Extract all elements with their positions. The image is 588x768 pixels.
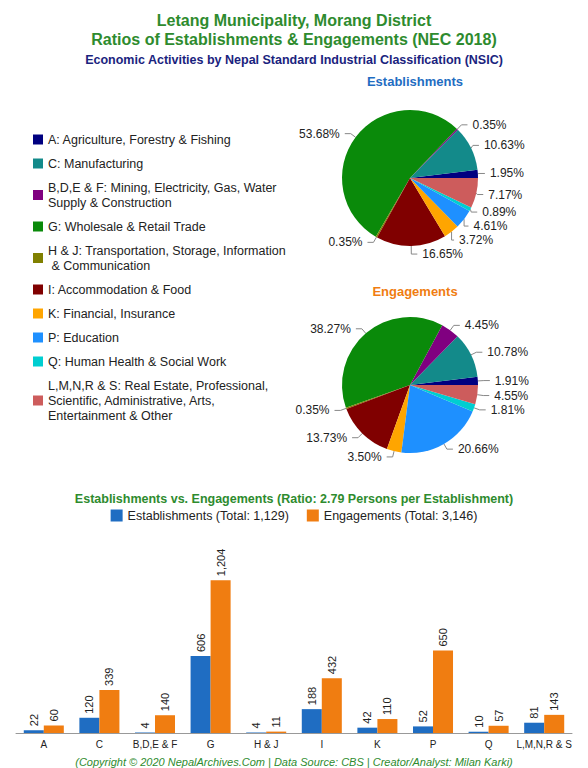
svg-text:P: P <box>430 739 437 750</box>
svg-text:16.65%: 16.65% <box>422 247 463 261</box>
svg-text:H & J: Transportation, Storage: H & J: Transportation, Storage, Informat… <box>48 244 286 258</box>
svg-text:G: Wholesale & Retail Trade: G: Wholesale & Retail Trade <box>48 220 206 234</box>
svg-text:7.17%: 7.17% <box>488 188 522 202</box>
svg-text:0.35%: 0.35% <box>328 235 362 249</box>
svg-text:53.68%: 53.68% <box>299 127 340 141</box>
svg-text:Scientific, Administrative, Ar: Scientific, Administrative, Arts, <box>48 394 218 408</box>
svg-text:650: 650 <box>437 628 449 646</box>
svg-text:81: 81 <box>528 706 540 718</box>
svg-text:432: 432 <box>326 656 338 674</box>
svg-text:A: Agriculture, Forestry & Fis: A: Agriculture, Forestry & Fishing <box>48 133 231 147</box>
svg-text:4.61%: 4.61% <box>473 219 507 233</box>
svg-text:57: 57 <box>493 710 505 722</box>
svg-text:1.91%: 1.91% <box>495 374 529 388</box>
svg-text:13.73%: 13.73% <box>306 431 347 445</box>
svg-text:0.35%: 0.35% <box>472 118 506 132</box>
svg-text:Q: Q <box>485 739 493 750</box>
svg-text:Letang Municipality, Morang Di: Letang Municipality, Morang District <box>157 12 432 29</box>
svg-text:G: G <box>207 739 215 750</box>
svg-text:Ratios of Establishments & Eng: Ratios of Establishments & Engagements (… <box>91 31 496 48</box>
svg-text:Economic Activities by Nepal S: Economic Activities by Nepal Standard In… <box>85 53 503 67</box>
svg-text:L,M,N,R & S: L,M,N,R & S <box>516 739 572 750</box>
svg-text:B,D,E & F: B,D,E & F <box>133 739 177 750</box>
svg-text:A: A <box>40 739 47 750</box>
svg-text:339: 339 <box>103 668 115 686</box>
svg-text:10.63%: 10.63% <box>484 138 525 152</box>
svg-text:52: 52 <box>417 710 429 722</box>
svg-text:Establishments vs. Engagements: Establishments vs. Engagements (Ratio: 2… <box>75 492 513 506</box>
svg-text:Establishments (Total: 1,129): Establishments (Total: 1,129) <box>128 509 289 523</box>
svg-text:3.72%: 3.72% <box>459 233 493 247</box>
svg-text:I: Accommodation & Food: I: Accommodation & Food <box>48 283 191 297</box>
svg-text:K: Financial, Insurance: K: Financial, Insurance <box>48 307 175 321</box>
svg-text:22: 22 <box>28 714 40 726</box>
svg-text:(Copyright © 2020 NepalArchive: (Copyright © 2020 NepalArchives.Com | Da… <box>75 756 513 768</box>
svg-text:& Communication: & Communication <box>48 259 150 273</box>
svg-text:1.81%: 1.81% <box>491 403 525 417</box>
svg-text:11: 11 <box>270 716 282 727</box>
svg-text:4: 4 <box>139 722 151 728</box>
svg-text:1,204: 1,204 <box>215 549 227 577</box>
svg-text:42: 42 <box>361 711 373 723</box>
svg-text:38.27%: 38.27% <box>310 322 351 336</box>
svg-text:188: 188 <box>306 687 318 705</box>
svg-text:4: 4 <box>250 722 262 728</box>
svg-text:1.95%: 1.95% <box>490 166 524 180</box>
svg-text:110: 110 <box>381 697 393 715</box>
svg-text:10: 10 <box>473 715 485 727</box>
svg-text:L,M,N,R & S: Real Estate, Prof: L,M,N,R & S: Real Estate, Professional, <box>48 379 272 393</box>
svg-text:3.50%: 3.50% <box>348 450 382 464</box>
svg-text:I: I <box>320 739 323 750</box>
svg-text:4.55%: 4.55% <box>494 389 528 403</box>
svg-text:Establishments: Establishments <box>367 74 463 89</box>
svg-text:P: Education: P: Education <box>48 331 119 345</box>
svg-text:606: 606 <box>195 634 207 652</box>
svg-text:120: 120 <box>83 695 95 713</box>
svg-text:143: 143 <box>548 692 560 710</box>
svg-text:H & J: H & J <box>254 739 278 750</box>
svg-text:Supply & Construction: Supply & Construction <box>48 196 172 210</box>
svg-text:Engagements: Engagements <box>372 284 457 299</box>
svg-text:140: 140 <box>159 693 171 711</box>
svg-text:0.35%: 0.35% <box>295 403 329 417</box>
svg-text:B,D,E & F: Mining, Electricity: B,D,E & F: Mining, Electricity, Gas, Wat… <box>48 181 280 195</box>
svg-text:C: Manufacturing: C: Manufacturing <box>48 157 143 171</box>
svg-text:60: 60 <box>48 709 60 721</box>
svg-text:Engagements (Total: 3,146): Engagements (Total: 3,146) <box>324 509 478 523</box>
svg-text:10.78%: 10.78% <box>487 345 528 359</box>
svg-text:4.45%: 4.45% <box>465 318 499 332</box>
svg-text:0.89%: 0.89% <box>482 205 516 219</box>
svg-text:Entertainment & Other: Entertainment & Other <box>48 409 172 423</box>
svg-text:K: K <box>374 739 381 750</box>
svg-text:Q: Human Health & Social Work: Q: Human Health & Social Work <box>48 355 227 369</box>
svg-text:C: C <box>96 739 103 750</box>
svg-text:20.66%: 20.66% <box>458 442 499 456</box>
